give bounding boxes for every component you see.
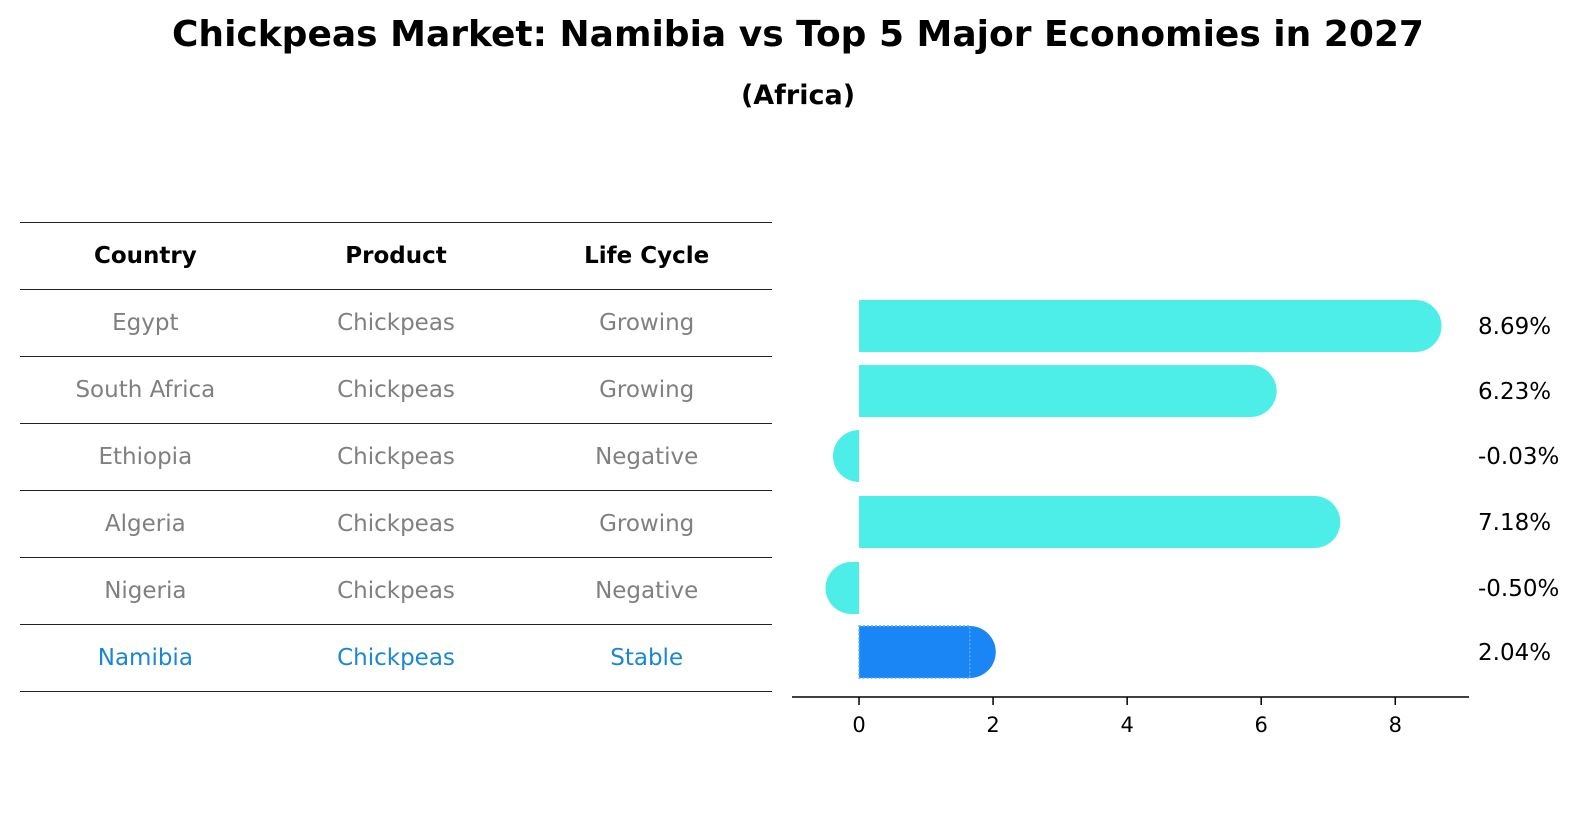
column-header-life-cycle: Life Cycle	[584, 243, 710, 269]
data-label: 6.23%	[1478, 379, 1551, 405]
life-cycle-cell: Growing	[599, 310, 695, 336]
country-cell: Namibia	[97, 645, 193, 671]
table-header-row: Country Product Life Cycle	[20, 222, 772, 290]
product-cell: Chickpeas	[337, 511, 455, 537]
table-row: Ethiopia Chickpeas Negative	[20, 424, 772, 491]
bar	[859, 496, 1341, 548]
life-cycle-cell: Growing	[599, 511, 695, 537]
product-cell: Chickpeas	[337, 444, 455, 470]
life-cycle-cell: Growing	[599, 377, 695, 403]
data-table: Country Product Life Cycle Egypt Chickpe…	[20, 222, 772, 692]
product-cell: Chickpeas	[337, 578, 455, 604]
product-cell: Chickpeas	[337, 310, 455, 336]
table-row-highlighted: Namibia Chickpeas Stable	[20, 625, 772, 692]
x-tick-label: 4	[1120, 713, 1133, 737]
column-header-country: Country	[93, 243, 197, 269]
data-label: -0.03%	[1478, 444, 1559, 470]
chart-title: Chickpeas Market: Namibia vs Top 5 Major…	[172, 14, 1424, 55]
table-row: Algeria Chickpeas Growing	[20, 491, 772, 558]
x-tick-label: 6	[1255, 713, 1268, 737]
x-tick-label: 2	[986, 713, 999, 737]
data-label: 8.69%	[1478, 314, 1551, 340]
life-cycle-cell: Negative	[595, 578, 699, 604]
bar	[859, 365, 1277, 417]
x-tick-label: 0	[852, 713, 865, 737]
product-cell: Chickpeas	[337, 645, 455, 671]
x-tick-label: 8	[1389, 713, 1402, 737]
bar-highlight-outline	[858, 625, 971, 679]
data-label: 7.18%	[1478, 510, 1551, 536]
column-header-product: Product	[345, 243, 447, 269]
bar	[825, 562, 860, 614]
country-cell: Nigeria	[104, 578, 187, 604]
country-cell: South Africa	[75, 377, 216, 403]
table-row: South Africa Chickpeas Growing	[20, 357, 772, 424]
life-cycle-cell: Stable	[610, 645, 684, 671]
country-cell: Algeria	[104, 511, 186, 537]
bar	[859, 300, 1442, 352]
bar-highlighted	[859, 626, 996, 678]
data-label: -0.50%	[1478, 576, 1559, 602]
table-row: Nigeria Chickpeas Negative	[20, 558, 772, 625]
country-cell: Egypt	[112, 310, 179, 336]
table-row: Egypt Chickpeas Growing	[20, 290, 772, 357]
chart-subtitle: (Africa)	[740, 80, 856, 111]
bar	[833, 430, 860, 482]
life-cycle-cell: Negative	[595, 444, 699, 470]
country-cell: Ethiopia	[98, 444, 193, 470]
data-label: 2.04%	[1478, 640, 1551, 666]
product-cell: Chickpeas	[337, 377, 455, 403]
